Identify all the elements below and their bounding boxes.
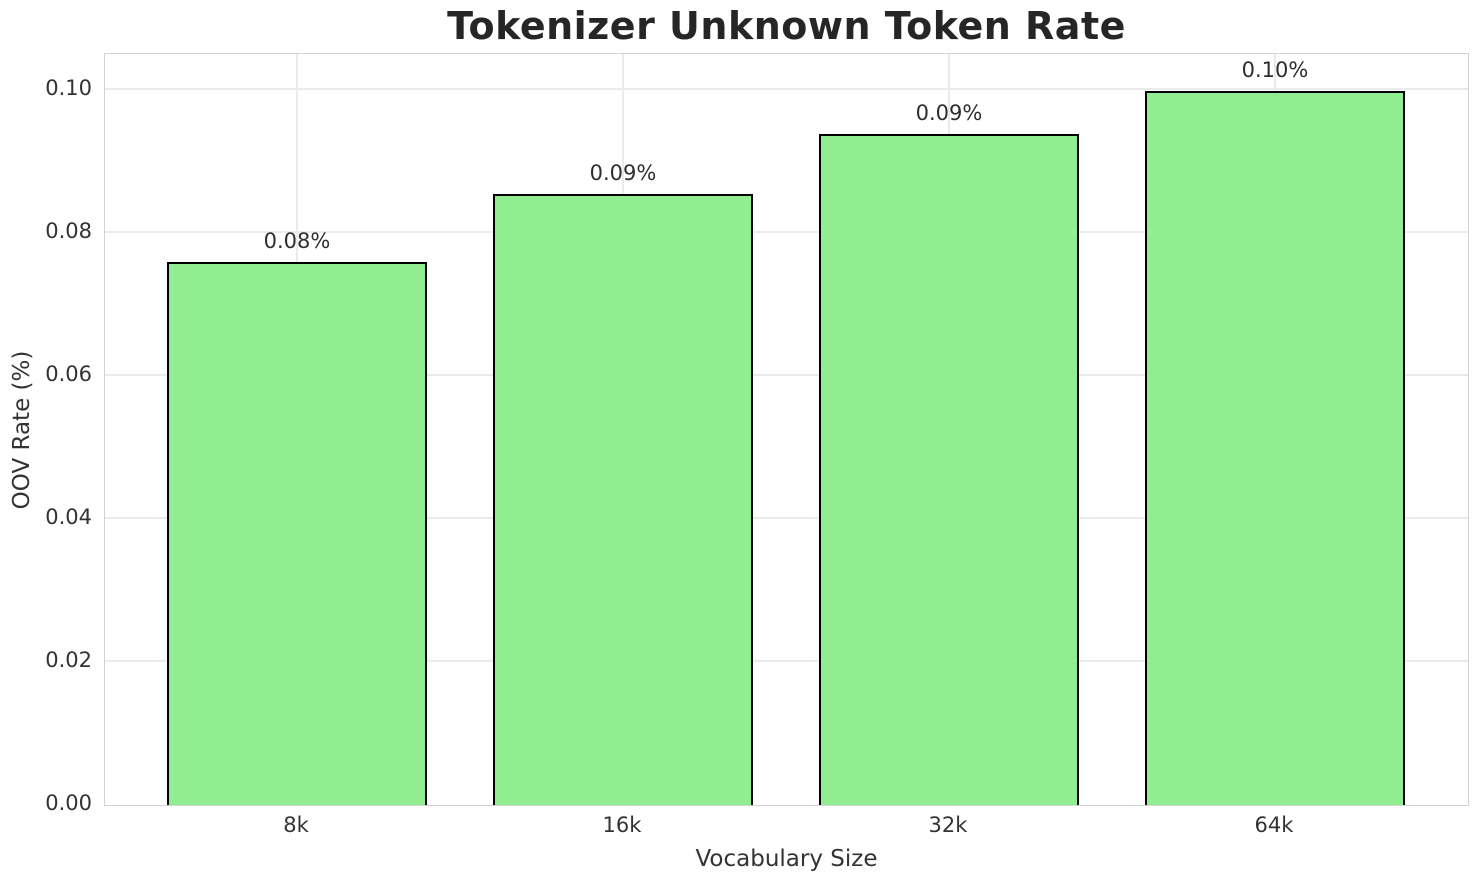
x-axis-ticks: 8k 16k 32k 64k bbox=[104, 812, 1469, 844]
h-gridline bbox=[105, 517, 1468, 519]
bar-value-label: 0.09% bbox=[915, 101, 983, 126]
bar-8k bbox=[166, 261, 428, 805]
bar-32k bbox=[818, 134, 1080, 805]
x-axis-label: Vocabulary Size bbox=[695, 846, 878, 872]
bar-16k bbox=[492, 193, 754, 805]
chart-title: Tokenizer Unknown Token Rate bbox=[447, 4, 1126, 48]
y-tick-label: 0.02 bbox=[45, 648, 92, 672]
y-tick-label: 0.04 bbox=[45, 505, 92, 529]
plot-area: 0.08% 0.09% 0.09% 0.10% bbox=[104, 53, 1469, 806]
h-gridline bbox=[105, 660, 1468, 662]
x-tick-label: 8k bbox=[283, 813, 309, 837]
bar-64k bbox=[1144, 91, 1406, 805]
y-tick-label: 0.06 bbox=[45, 362, 92, 387]
bar-value-label: 0.08% bbox=[263, 228, 331, 253]
x-tick-label: 16k bbox=[602, 813, 642, 837]
x-tick-label: 64k bbox=[1254, 813, 1294, 837]
h-gridline bbox=[105, 231, 1468, 233]
y-tick-label: 0.10 bbox=[45, 76, 92, 101]
bar-value-label: 0.10% bbox=[1241, 58, 1309, 83]
h-gridline bbox=[105, 374, 1468, 376]
h-gridline bbox=[105, 88, 1468, 90]
bar-value-label: 0.09% bbox=[589, 160, 657, 185]
y-axis-ticks: 0.00 0.02 0.04 0.06 0.08 0.10 bbox=[0, 53, 92, 815]
y-tick-label: 0.08 bbox=[45, 219, 92, 244]
y-tick-label: 0.00 bbox=[45, 791, 92, 815]
x-tick-label: 32k bbox=[928, 813, 968, 837]
